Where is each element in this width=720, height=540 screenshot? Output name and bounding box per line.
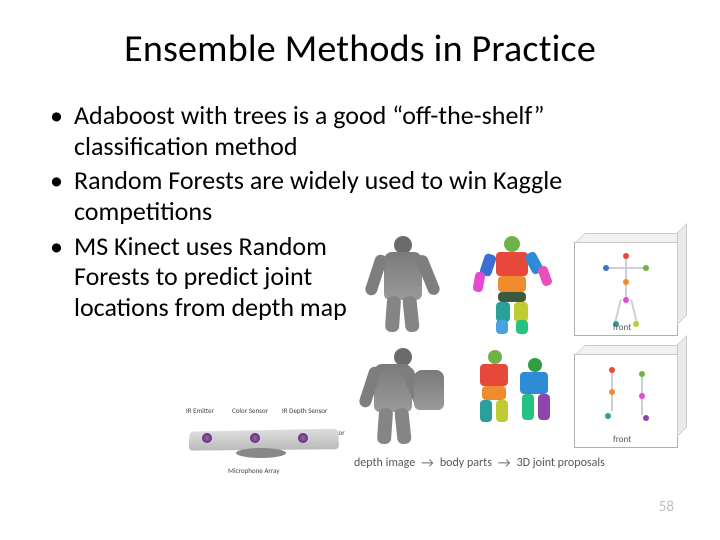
joint-dot-icon (643, 415, 649, 421)
joint-cube-front: front (574, 354, 678, 448)
part-shin-r (516, 320, 528, 334)
joint-dot-icon (639, 393, 645, 399)
kinect-lens-icon (298, 433, 308, 443)
silhouette-leg-icon (377, 408, 393, 445)
hw-label-mic-array: Microphone Array (228, 466, 280, 475)
part-abdomen (498, 276, 526, 292)
part-head (504, 236, 520, 252)
silhouette-leg-icon (385, 296, 401, 333)
silhouette-leg-icon (394, 407, 412, 444)
caption-depth: depth image (354, 456, 415, 470)
arrow-icon: → (421, 454, 434, 471)
caption-parts: body parts (440, 456, 492, 470)
joint-dot-icon (603, 265, 609, 271)
kinect-lens-icon (202, 433, 212, 443)
joint-dot-icon (633, 321, 639, 327)
hw-label-ir-depth: IR Depth Sensor (282, 406, 327, 415)
depth-silhouette (356, 344, 448, 446)
body-parts-silhouette (462, 232, 562, 336)
joint-dot-icon (639, 371, 645, 377)
part-shin-l (496, 320, 508, 334)
part-thigh-r (538, 394, 550, 420)
cube-label: front (613, 434, 631, 445)
part-chest (520, 372, 548, 394)
slide: Ensemble Methods in Practice Adaboost wi… (0, 0, 720, 540)
part-abdomen (482, 386, 506, 400)
part-chest (496, 252, 528, 276)
joint-dot-icon (623, 253, 629, 259)
stick-icon (605, 267, 647, 269)
part-thigh-r (514, 302, 528, 322)
hw-label-ir-emitter: IR Emitter (186, 406, 214, 415)
kinect-base-icon (236, 448, 286, 458)
part-thigh-r (522, 394, 534, 420)
kinect-hardware-diagram: IR Emitter Color Sensor IR Depth Sensor … (166, 400, 356, 480)
depth-silhouette (356, 232, 448, 336)
part-thigh-r (496, 400, 508, 422)
part-thigh-l (496, 302, 510, 322)
body-parts-silhouette (462, 344, 562, 446)
joint-dot-icon (623, 279, 629, 285)
silhouette-body-icon (414, 370, 444, 410)
slide-title: Ensemble Methods in Practice (48, 26, 672, 72)
joint-cube-front: front (574, 242, 678, 336)
bullet-item: MS Kinect uses Random Forests to predict… (48, 231, 404, 323)
part-lower-arm-r (537, 265, 553, 287)
joint-dot-icon (605, 413, 611, 419)
part-hip (498, 292, 526, 302)
stick-icon (614, 299, 622, 323)
kinect-pipeline-figure: front front depth image → body parts → 3… (354, 230, 694, 490)
bullet-item: Adaboost with trees is a good “off-the-s… (48, 100, 672, 161)
caption-joints: 3D joint proposals (517, 456, 605, 470)
cube-label: front (613, 322, 631, 333)
silhouette-leg-icon (402, 295, 420, 332)
joint-dot-icon (609, 389, 615, 395)
part-head (488, 350, 502, 364)
kinect-lens-icon (250, 433, 260, 443)
part-thigh-l (480, 400, 492, 422)
hw-label-color-sensor: Color Sensor (232, 406, 268, 415)
joint-dot-icon (623, 297, 629, 303)
figure-captions: depth image → body parts → 3D joint prop… (354, 454, 694, 471)
joint-dot-icon (609, 367, 615, 373)
part-head (528, 358, 542, 372)
arrow-icon: → (498, 454, 511, 471)
joint-dot-icon (643, 265, 649, 271)
part-chest (480, 364, 508, 386)
page-number: 58 (659, 498, 674, 516)
part-lower-arm-l (472, 271, 485, 292)
stick-icon (630, 299, 638, 323)
bullet-item: Random Forests are widely used to win Ka… (48, 165, 672, 226)
